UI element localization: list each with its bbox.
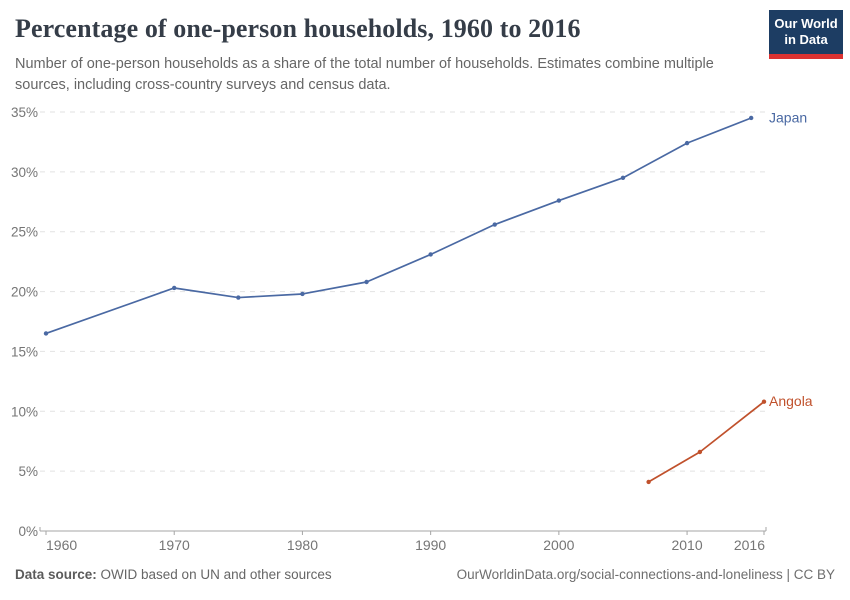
data-point-japan[interactable] <box>684 140 690 146</box>
x-tick-label: 2010 <box>671 537 702 553</box>
data-point-japan[interactable] <box>428 252 433 257</box>
chart-subtitle: Number of one-person households as a sha… <box>15 56 714 93</box>
data-point-japan[interactable] <box>748 115 754 121</box>
owid-url-license-link[interactable]: OurWorldinData.org/social-connections-an… <box>456 567 835 582</box>
data-point-angola[interactable] <box>761 399 767 404</box>
owid-logo-line2: in Data <box>784 32 828 48</box>
page-title: Percentage of one-person households, 196… <box>15 14 581 43</box>
x-tick-label: 2016 <box>734 537 765 553</box>
owid-logo-line1: Our World <box>774 16 838 31</box>
data-source-text: OWID based on UN and other sources <box>96 567 332 582</box>
y-tick-label: 30% <box>11 165 38 180</box>
data-point-japan[interactable] <box>492 222 497 227</box>
y-tick-label: 25% <box>11 225 38 240</box>
data-source-label: Data source: <box>15 567 97 582</box>
x-tick-label: 1980 <box>287 537 318 553</box>
y-tick-label: 0% <box>18 524 38 539</box>
data-point-angola[interactable] <box>697 449 703 455</box>
data-point-japan[interactable] <box>364 279 369 285</box>
y-tick-label: 20% <box>11 285 38 300</box>
x-tick-label: 2000 <box>543 537 574 553</box>
data-source-note: Data source: OWID based on UN and other … <box>15 567 332 582</box>
series-label-japan[interactable]: Japan <box>769 109 807 125</box>
owid-logo-box: Our World in Data <box>769 10 843 54</box>
y-tick-label: 15% <box>11 344 38 359</box>
owid-logo-accent-bar <box>769 53 843 59</box>
data-point-japan[interactable] <box>556 198 562 203</box>
data-point-japan[interactable] <box>236 295 241 300</box>
data-point-angola[interactable] <box>646 479 651 485</box>
y-tick-label: 5% <box>18 464 38 479</box>
x-tick-label: 1990 <box>415 537 446 553</box>
data-point-japan[interactable] <box>172 285 177 291</box>
data-point-japan[interactable] <box>620 175 626 181</box>
series-label-angola[interactable]: Angola <box>769 393 813 409</box>
x-tick-label: 1970 <box>159 537 190 553</box>
x-tick-label: 1960 <box>46 537 77 553</box>
owid-logo[interactable]: Our World in Data <box>769 10 843 59</box>
series-line-japan[interactable] <box>45 117 753 335</box>
data-point-japan[interactable] <box>43 331 49 336</box>
series-line-angola[interactable] <box>647 400 765 483</box>
y-tick-label: 35% <box>11 105 38 120</box>
chart-footer: Data source: OWID based on UN and other … <box>15 567 835 582</box>
y-tick-label: 10% <box>11 404 38 419</box>
data-point-japan[interactable] <box>300 291 305 297</box>
